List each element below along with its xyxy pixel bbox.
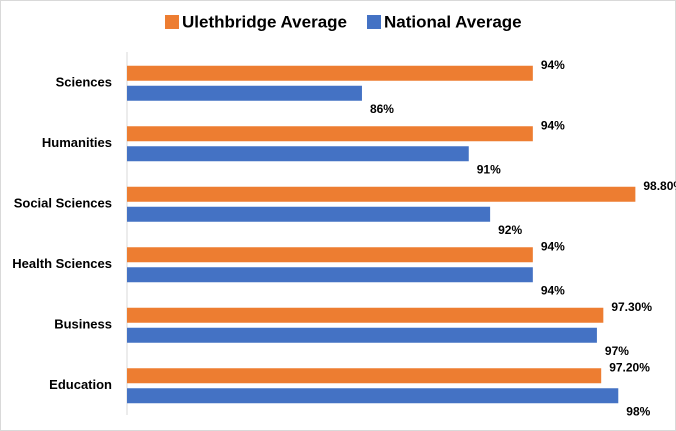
value-label: 98.80% (643, 179, 676, 193)
legend-swatch (165, 15, 179, 29)
value-label: 94% (541, 58, 565, 72)
bar (127, 126, 533, 142)
bar (127, 146, 469, 162)
value-label: 94% (541, 239, 565, 253)
legend-swatch (367, 15, 381, 29)
category-label: Health Sciences (12, 256, 112, 271)
bar (127, 267, 533, 283)
value-label: 86% (370, 102, 394, 116)
category-label: Humanities (42, 135, 112, 150)
category-label: Education (49, 377, 112, 392)
category-label: Business (54, 317, 112, 332)
bar (127, 368, 602, 384)
value-label: 97% (605, 344, 629, 358)
bar (127, 247, 533, 263)
value-label: 94% (541, 118, 565, 132)
bar (127, 388, 619, 404)
value-label: 97.30% (611, 300, 652, 314)
bar (127, 206, 491, 222)
bar (127, 327, 597, 343)
bar (127, 307, 604, 323)
value-label: 97.20% (609, 360, 650, 374)
bar (127, 85, 362, 101)
legend-label: National Average (384, 12, 522, 31)
value-label: 92% (498, 223, 522, 237)
legend-label: Ulethbridge Average (182, 12, 347, 31)
bar (127, 65, 533, 81)
category-label: Sciences (56, 75, 112, 90)
value-label: 91% (477, 162, 501, 176)
bar (127, 186, 636, 202)
value-label: 98% (626, 404, 650, 418)
category-label: Social Sciences (14, 196, 112, 211)
value-label: 94% (541, 283, 565, 297)
